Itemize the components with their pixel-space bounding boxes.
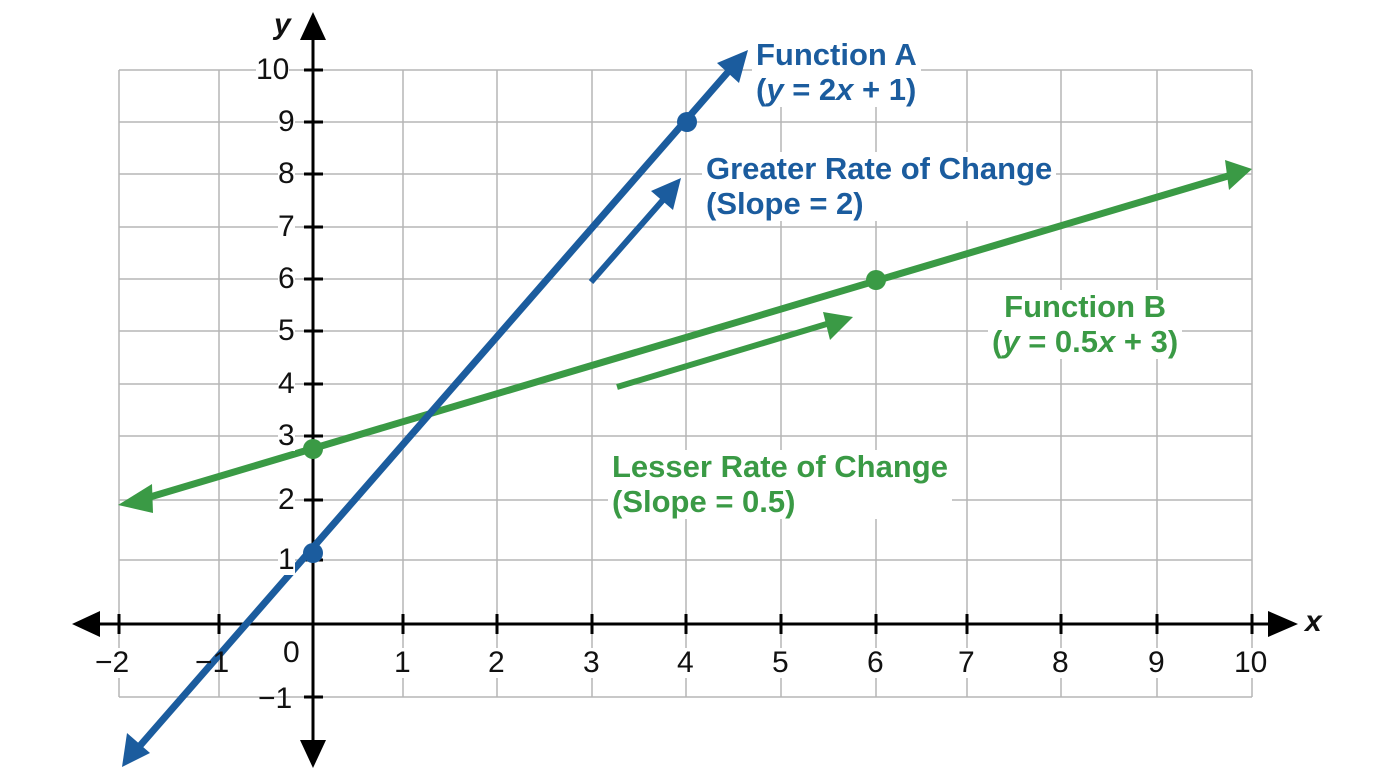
function-b-left-arrow-icon <box>118 484 153 513</box>
function-a-point-0-1 <box>303 543 323 563</box>
y-tick-label: 6 <box>278 262 295 295</box>
function-a-title: Function A <box>756 37 917 72</box>
function-a-label: Function A (y = 2x + 1) <box>752 37 921 108</box>
y-tick-label: 10 <box>256 53 290 86</box>
function-a-equation: (y = 2x + 1) <box>756 71 917 107</box>
y-tick-label: −1 <box>258 682 293 715</box>
y-tick-label: 2 <box>278 483 295 516</box>
x-tick-label: −2 <box>95 646 130 679</box>
x-tick-label: 10 <box>1234 646 1268 679</box>
lesser-rate-slope: (Slope = 0.5) <box>612 483 796 519</box>
x-tick-label: 8 <box>1052 646 1069 679</box>
x-tick-label: 5 <box>772 646 789 679</box>
greater-rate-title: Greater Rate of Change <box>706 151 1053 186</box>
x-tick-label: 3 <box>583 646 600 679</box>
y-tick-label: 1 <box>278 543 295 576</box>
x-tick-label: 1 <box>394 646 411 679</box>
function-a-point-4-9 <box>677 112 697 132</box>
y-tick-label: 4 <box>278 367 295 400</box>
x-tick-label: −1 <box>195 646 230 679</box>
y-tick-label: 7 <box>278 210 295 243</box>
function-b-label: Function B (y = 0.5x + 3) <box>988 289 1183 360</box>
x-tick-label: 7 <box>958 646 975 679</box>
function-a-down-arrow-icon <box>122 733 150 767</box>
lesser-rate-arrow-head-icon <box>823 312 853 340</box>
y-tick-label: 5 <box>278 314 295 347</box>
greater-rate-slope: (Slope = 2) <box>706 185 864 221</box>
function-b-title: Function B <box>1004 289 1167 324</box>
function-b-line <box>118 160 1252 513</box>
y-axis-up-arrow-icon <box>300 12 326 40</box>
function-b-right-arrow-icon <box>1225 160 1252 190</box>
lesser-rate-title: Lesser Rate of Change <box>612 449 948 484</box>
greater-rate-arrow <box>588 178 681 284</box>
function-b-point-6-6 <box>866 270 886 290</box>
greater-rate-label: Greater Rate of Change (Slope = 2) <box>702 151 1057 222</box>
y-tick-label: 3 <box>278 419 295 452</box>
function-a-line <box>122 50 748 767</box>
lesser-rate-label: Lesser Rate of Change (Slope = 0.5) <box>608 449 952 520</box>
function-b-equation: (y = 0.5x + 3) <box>992 323 1179 359</box>
x-axis-right-arrow-icon <box>1268 611 1298 637</box>
x-tick-label: 6 <box>867 646 884 679</box>
y-axis-down-arrow-icon <box>300 740 326 768</box>
lesser-rate-arrow <box>616 312 853 390</box>
x-tick-label: 0 <box>283 636 300 669</box>
x-axis-label: x <box>1305 605 1322 638</box>
y-tick-label: 9 <box>278 105 295 138</box>
greater-rate-arrow-head-icon <box>651 178 681 210</box>
y-axis-label: y <box>274 8 291 41</box>
function-a-up-arrow-icon <box>717 50 748 83</box>
y-tick-label: 8 <box>278 157 295 190</box>
x-axis-left-arrow-icon <box>72 611 100 637</box>
x-tick-label: 9 <box>1148 646 1165 679</box>
x-tick-label: 4 <box>677 646 694 679</box>
x-tick-label: 2 <box>488 646 505 679</box>
function-b-point-0-3 <box>303 439 323 459</box>
x-tick-marks <box>117 614 1254 634</box>
